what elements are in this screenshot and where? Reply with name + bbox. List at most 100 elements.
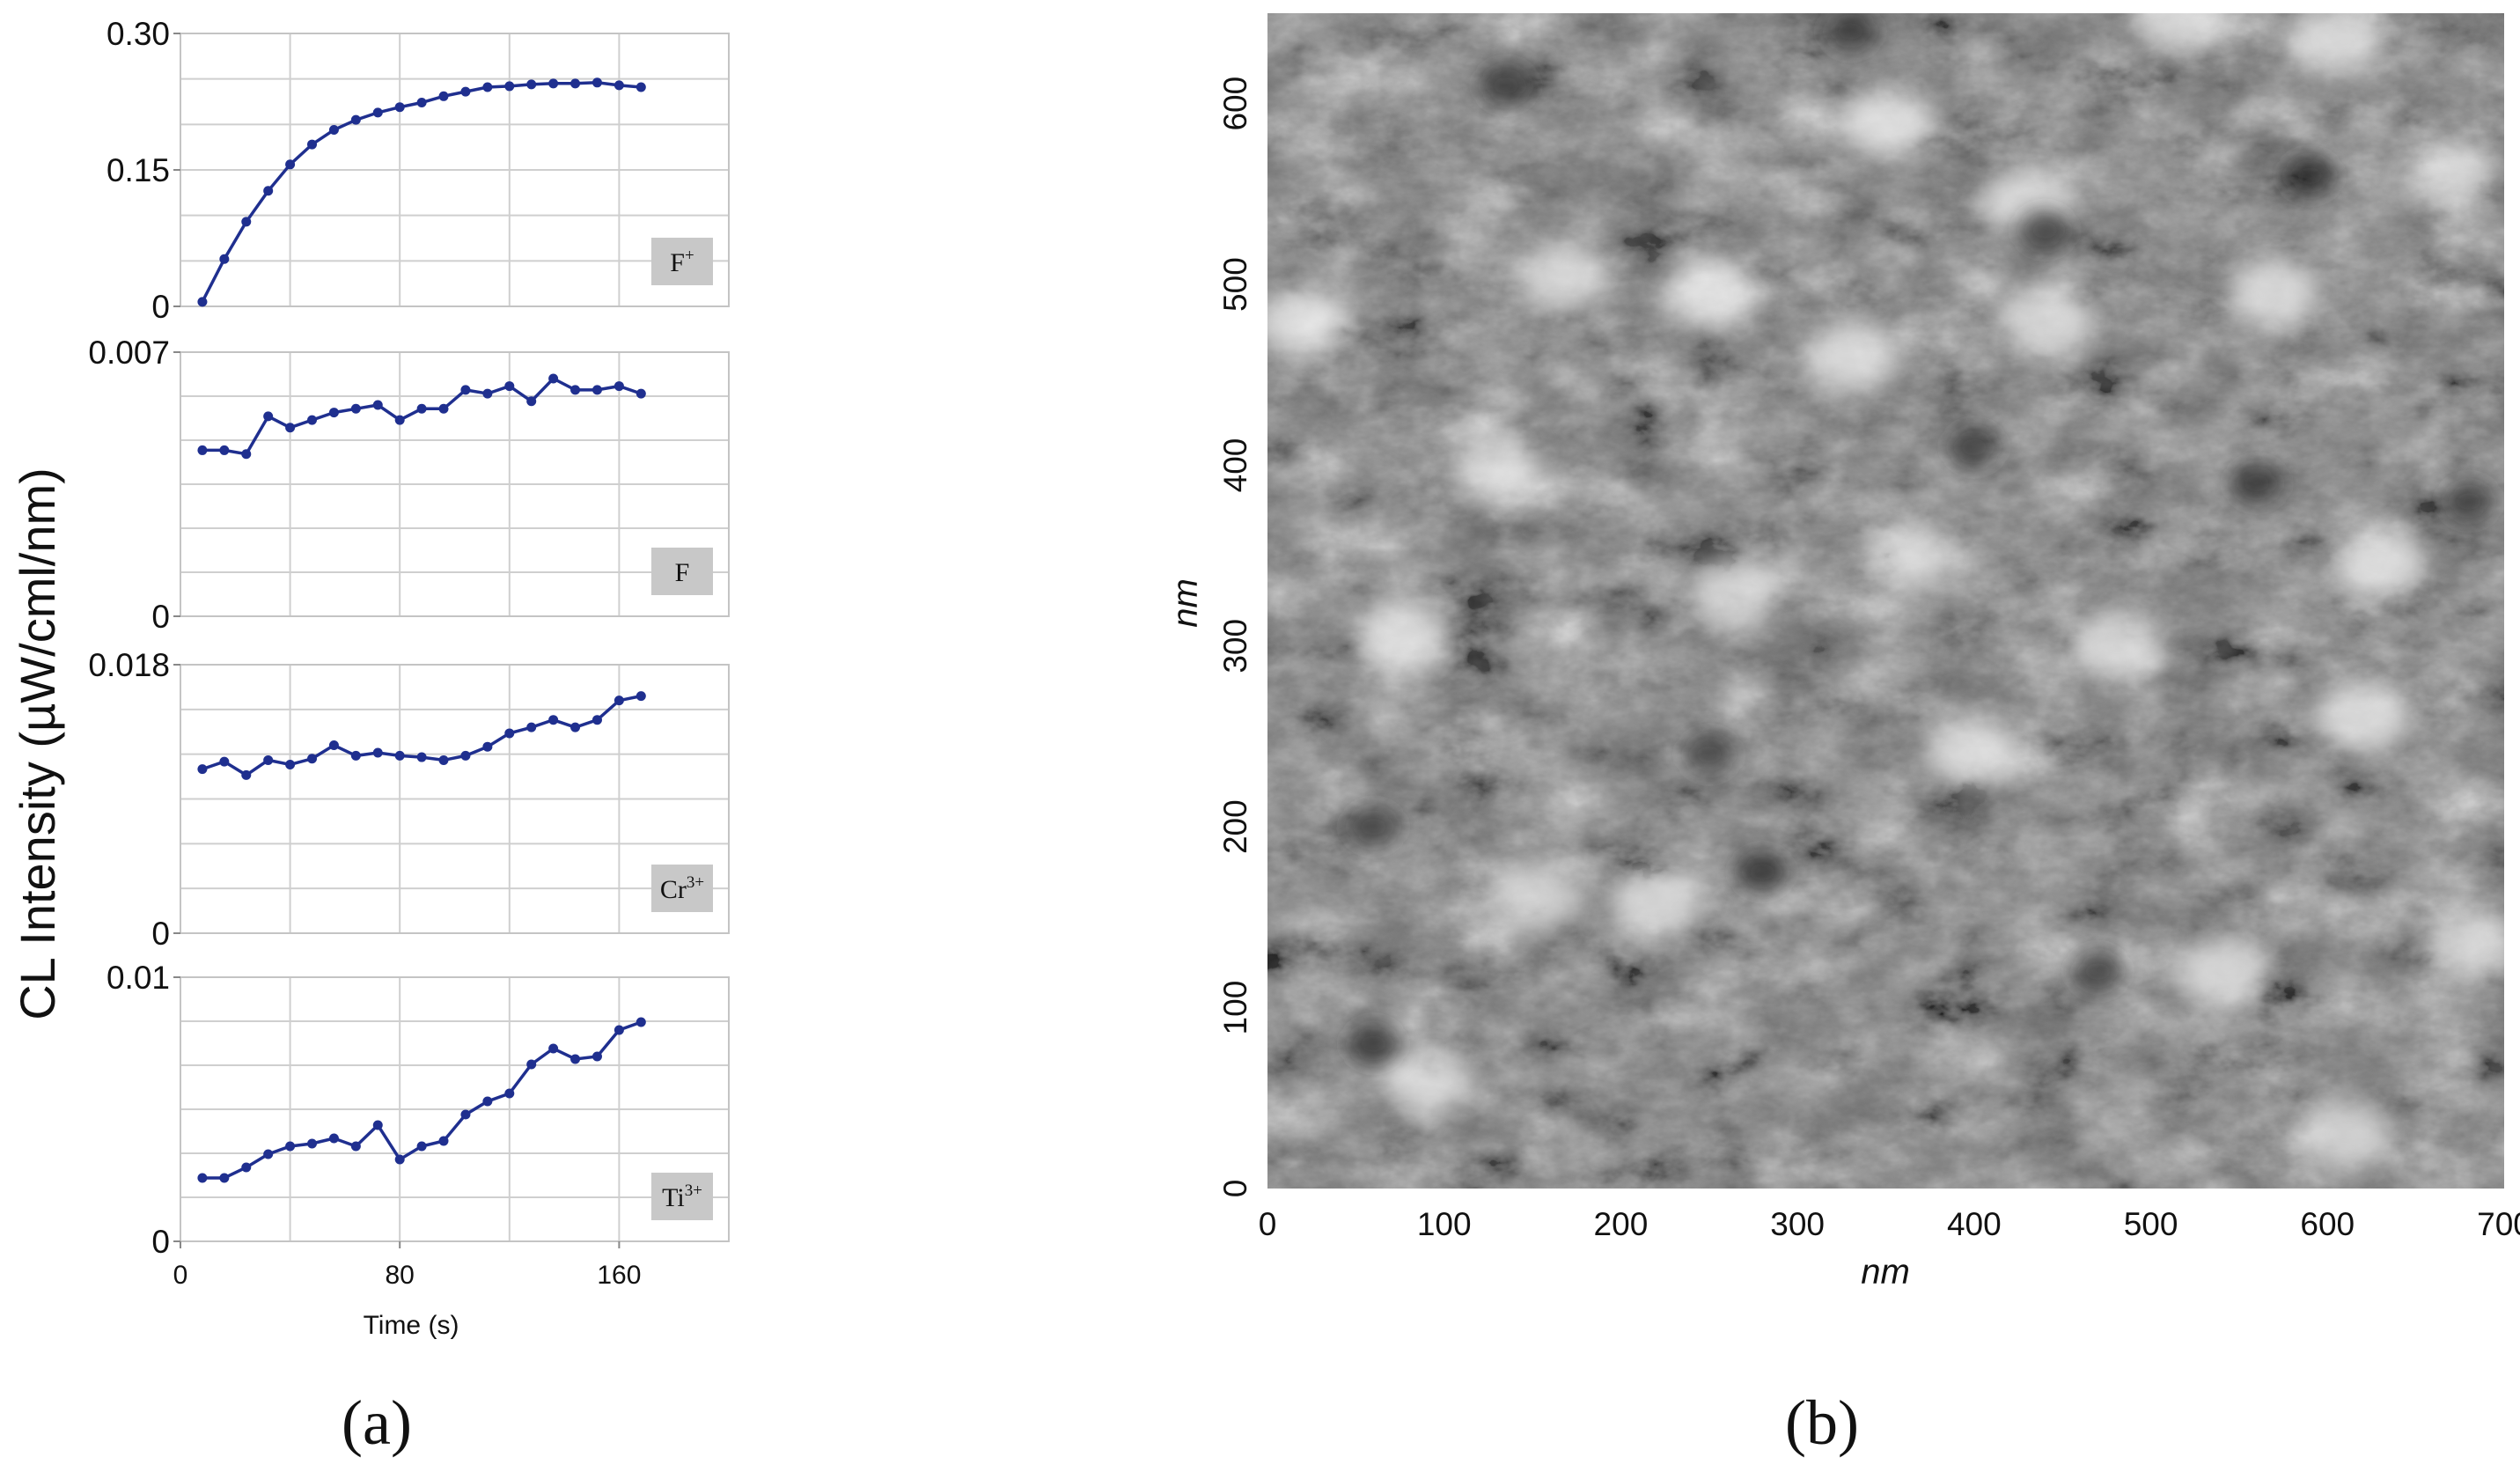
data-point: [394, 1154, 405, 1165]
y-tick-label: 0: [151, 289, 170, 325]
dark-pit: [1479, 64, 1532, 107]
afm-x-tick-label: 200: [1594, 1206, 1649, 1242]
series-label: Cr3+: [660, 873, 704, 904]
afm-x-tick-label: 100: [1417, 1206, 1472, 1242]
data-point: [438, 1136, 449, 1146]
data-point: [591, 715, 602, 725]
y-tick-label: 0.30: [107, 16, 170, 52]
y-tick-label: 0: [151, 599, 170, 635]
afm-x-tick-label: 600: [2300, 1206, 2355, 1242]
data-point: [328, 1133, 339, 1144]
data-point: [394, 750, 405, 761]
bright-grain: [2175, 938, 2267, 1005]
data-point: [548, 78, 559, 89]
afm-x-tick-label: 500: [2124, 1206, 2178, 1242]
bright-grain: [2299, 1100, 2391, 1168]
data-point: [263, 186, 274, 196]
data-point: [570, 385, 581, 395]
afm-y-tick-label: 600: [1217, 77, 1253, 131]
panel-a-y-axis-label: CL Intensity (µW/cml/nm): [10, 467, 65, 1020]
y-tick-label: 0.15: [107, 152, 170, 188]
data-point: [526, 1059, 537, 1070]
afm-y-tick-label: 500: [1217, 257, 1253, 312]
panel-b-label: (b): [1785, 1387, 1859, 1458]
afm-y-tick-label: 0: [1217, 1180, 1253, 1198]
data-point: [285, 760, 296, 770]
bright-grain: [1487, 865, 1579, 933]
data-point: [197, 764, 208, 775]
x-tick-label: 0: [173, 1261, 188, 1290]
bright-grain: [1840, 88, 1932, 156]
bright-grain: [2229, 260, 2321, 328]
data-point: [482, 388, 493, 399]
data-point: [372, 747, 383, 758]
panel-a-x-axis-label: Time (s): [364, 1311, 459, 1340]
x-tick-label: 80: [386, 1261, 415, 1290]
data-point: [241, 1162, 252, 1173]
data-point: [591, 77, 602, 88]
afm-y-tick-label: 200: [1217, 799, 1253, 854]
dark-pit: [1947, 425, 2001, 468]
data-point: [328, 408, 339, 418]
subplot-1: 0 0.15 0.30 F+: [107, 16, 730, 325]
data-point: [350, 750, 361, 761]
plot-frame: [180, 664, 730, 934]
series-label-badge: [651, 1173, 713, 1220]
series-label-badge: [651, 865, 713, 912]
data-point: [219, 445, 230, 455]
bright-grain: [1610, 865, 1702, 933]
subplot-3: 0 0.018 Cr3+: [88, 647, 730, 952]
data-point: [460, 750, 471, 761]
dark-pit: [1347, 1022, 1400, 1065]
data-point: [219, 756, 230, 767]
data-point: [548, 1043, 559, 1054]
bright-grain: [2069, 612, 2162, 680]
bright-grain: [1451, 431, 1543, 499]
afm-y-tick-label: 400: [1217, 438, 1253, 493]
data-point: [482, 741, 493, 752]
data-point: [285, 159, 296, 170]
data-point: [438, 91, 449, 101]
data-point: [328, 740, 339, 750]
data-point: [526, 79, 537, 90]
bright-grain: [1928, 721, 2020, 789]
data-point: [394, 415, 405, 425]
data-point: [613, 381, 624, 392]
data-point: [526, 722, 537, 732]
data-point: [416, 1141, 427, 1152]
data-point: [307, 1138, 318, 1149]
data-point: [350, 403, 361, 414]
data-point: [197, 1173, 208, 1183]
data-point: [504, 81, 515, 92]
data-point: [438, 754, 449, 765]
bright-grain: [1267, 287, 1349, 355]
data-point: [263, 411, 274, 422]
bright-grain: [1380, 1046, 1473, 1114]
data-point: [416, 98, 427, 108]
afm-y-tick-label: 100: [1217, 981, 1253, 1035]
series-label: F+: [670, 247, 694, 277]
data-point: [613, 1025, 624, 1035]
bright-grain: [1513, 241, 1605, 309]
data-point: [460, 385, 471, 395]
data-point: [504, 728, 515, 739]
data-point: [591, 1051, 602, 1062]
data-point: [613, 696, 624, 706]
dark-pit: [2230, 462, 2283, 504]
data-point: [636, 388, 646, 399]
data-point: [416, 752, 427, 762]
data-point: [307, 415, 318, 425]
bright-grain: [1999, 287, 2091, 355]
panel-b-afm-image: 0 100 200 300 400 500 600 700 0 100 200 300 400 500 6…: [1166, 13, 2520, 1458]
data-point: [416, 403, 427, 414]
plot-frame: [180, 351, 730, 617]
afm-x-tick-label: 700: [2477, 1206, 2520, 1242]
dark-pit: [2283, 154, 2337, 197]
data-point: [241, 769, 252, 780]
series-label: F: [675, 558, 690, 587]
data-point: [241, 217, 252, 227]
afm-topography-map: [1267, 13, 2504, 1189]
data-point: [285, 1141, 296, 1152]
data-point: [482, 1096, 493, 1107]
data-point: [570, 722, 581, 732]
